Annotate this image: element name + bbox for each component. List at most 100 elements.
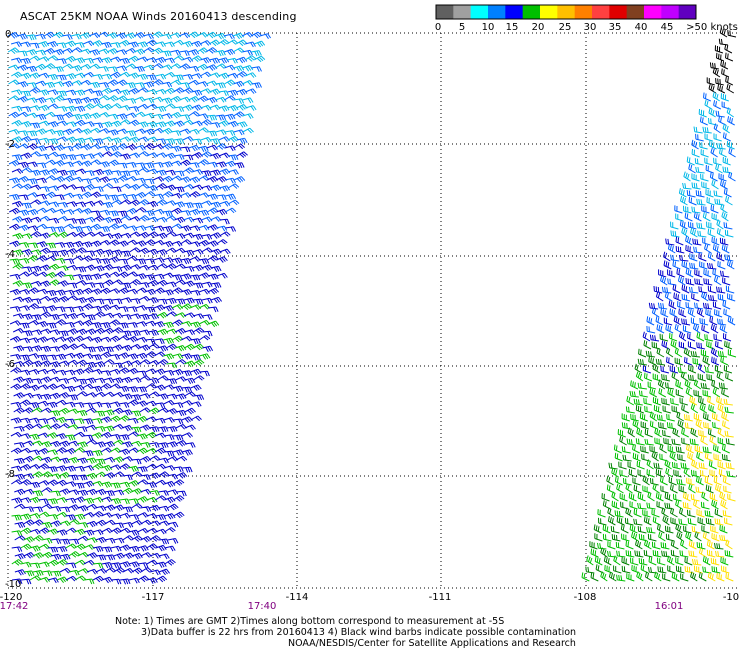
wind-barb (611, 500, 620, 510)
time-label: 17:40 (248, 601, 277, 612)
wind-barb (62, 145, 74, 152)
wind-barb (182, 167, 195, 174)
wind-barb (143, 128, 155, 136)
wind-barb (64, 418, 76, 425)
wind-barb (718, 382, 728, 390)
wind-barb (658, 387, 667, 398)
wind-barb (244, 55, 257, 62)
wind-barb (58, 330, 69, 337)
wind-barb (144, 306, 156, 313)
wind-barb (38, 561, 50, 568)
wind-barb (226, 39, 239, 45)
wind-barb (12, 280, 24, 287)
wind-barb (118, 385, 130, 393)
wind-barb (183, 312, 196, 319)
wind-barb (56, 576, 69, 584)
wind-barb (74, 543, 86, 551)
wind-barb (135, 321, 148, 327)
wind-barb (681, 227, 689, 238)
wind-barb (690, 227, 698, 238)
wind-barb (164, 559, 176, 566)
wind-barb (716, 396, 725, 406)
wind-barb (598, 517, 607, 526)
wind-barb (61, 34, 73, 40)
wind-barb (140, 552, 152, 558)
wind-barb (20, 136, 32, 143)
wind-barb (137, 167, 150, 173)
wind-barb (245, 105, 257, 111)
wind-barb (719, 237, 729, 246)
wind-barb (28, 402, 40, 409)
wind-barb (681, 293, 691, 302)
wind-barb (40, 407, 52, 414)
wind-barb (10, 401, 22, 408)
wind-barb (666, 422, 676, 430)
wind-barb (74, 513, 86, 520)
wind-barb (665, 324, 674, 334)
wind-barb (157, 471, 170, 478)
wind-barb (678, 485, 687, 494)
wind-barb (125, 82, 136, 89)
wind-barb (206, 96, 218, 104)
wind-barb (137, 575, 150, 583)
wind-barb (108, 335, 121, 343)
wind-barb (175, 440, 188, 447)
wind-barb (92, 57, 104, 63)
wind-barb (144, 239, 156, 246)
wind-barb (175, 376, 187, 382)
wind-barb (129, 231, 141, 237)
wind-barb (652, 541, 661, 550)
wind-barb (65, 527, 77, 533)
wind-barb (89, 81, 101, 89)
wind-barb (192, 217, 204, 224)
wind-barb (707, 228, 716, 238)
wind-barb (117, 306, 129, 313)
wind-barb (95, 554, 107, 561)
wind-barb (11, 105, 23, 112)
wind-barb (691, 293, 700, 302)
wind-barb (704, 476, 713, 486)
wind-barb (140, 567, 152, 573)
wind-barb (57, 265, 69, 272)
wind-barb (104, 537, 116, 544)
wind-barb (684, 556, 693, 566)
wind-barb (685, 244, 694, 254)
wind-barb (35, 162, 47, 169)
wind-barb (72, 274, 84, 280)
wind-barb (67, 376, 79, 383)
wind-barb (62, 128, 74, 136)
wind-barb (153, 321, 166, 328)
wind-barb (14, 553, 26, 560)
wind-barb (719, 534, 729, 542)
wind-barb (81, 225, 93, 232)
wind-barb (676, 478, 686, 486)
wind-barb (91, 450, 103, 457)
wind-barb (720, 556, 729, 566)
wind-barb (59, 553, 71, 561)
wind-barb (29, 562, 41, 569)
y-axis-ticks: 0 -2 -4 -6 -8 -10 (5, 29, 21, 590)
wind-barb (653, 404, 662, 414)
wind-barb (215, 82, 226, 89)
wind-barb (199, 353, 211, 360)
wind-barb (155, 495, 167, 501)
wind-barb (712, 67, 721, 78)
wind-barb (590, 572, 599, 582)
wind-barb (713, 157, 722, 166)
wind-barb (156, 279, 168, 287)
wind-barb (100, 383, 112, 390)
wind-barb (130, 343, 142, 350)
legend-swatch (661, 5, 680, 19)
wind-barb (687, 332, 696, 342)
wind-barb (46, 41, 59, 48)
wind-barb (626, 573, 635, 582)
wind-barb (97, 48, 110, 55)
wind-barb (677, 419, 685, 430)
wind-barb (158, 538, 170, 545)
wind-barb (227, 154, 239, 161)
wind-barb (98, 128, 110, 134)
wind-barb (37, 354, 48, 361)
wind-barb (696, 222, 706, 230)
wind-barb (58, 423, 70, 429)
wind-barb (675, 236, 684, 246)
